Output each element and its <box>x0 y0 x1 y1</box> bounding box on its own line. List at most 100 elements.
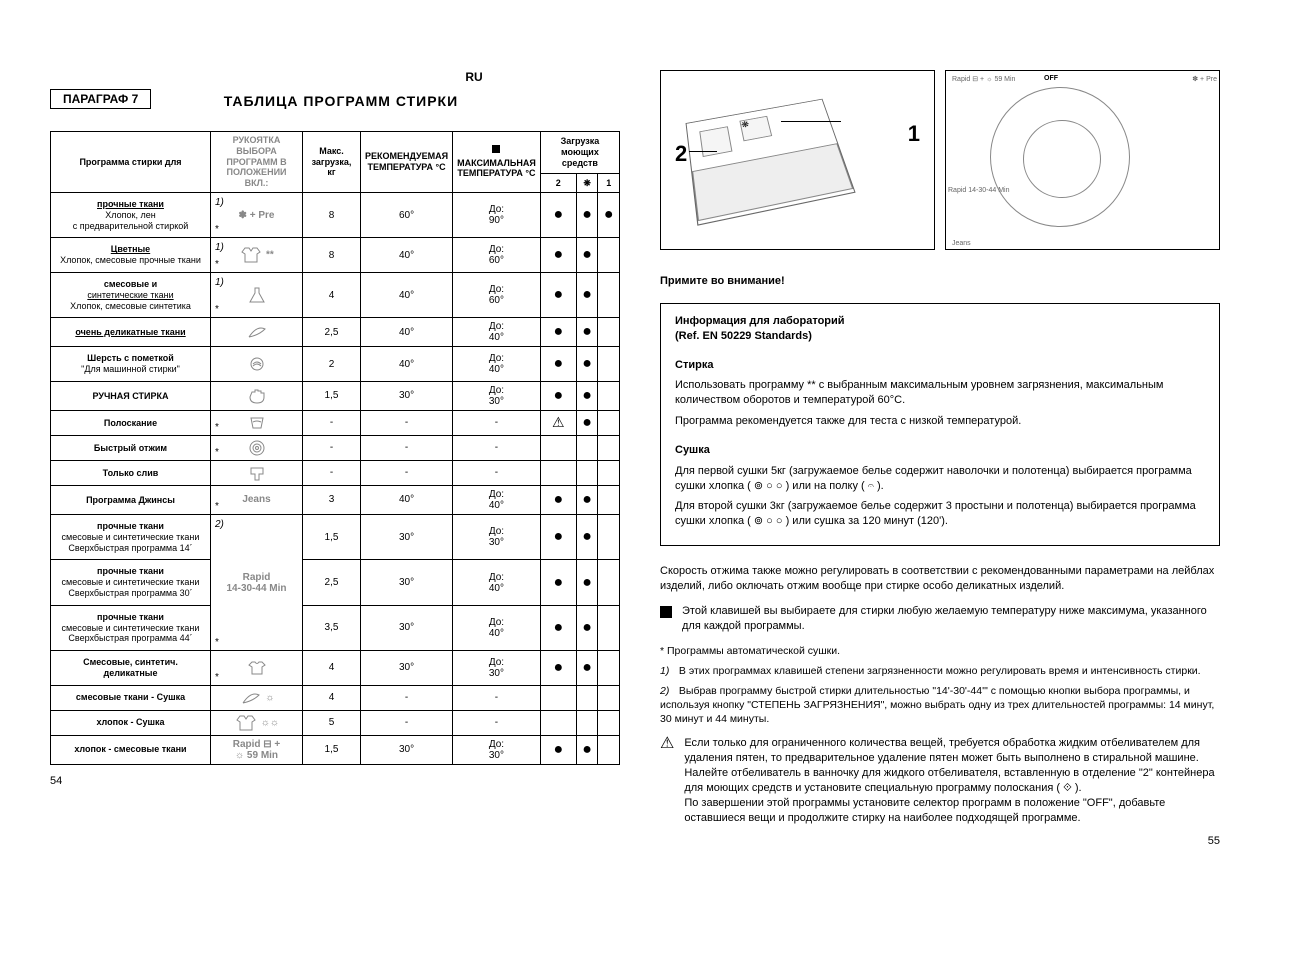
load: - <box>303 460 361 485</box>
det-1 <box>598 514 620 559</box>
rec-temp: 30° <box>361 381 453 410</box>
max-temp: - <box>453 710 541 735</box>
rec-temp: 40° <box>361 347 453 382</box>
det-softener: ● <box>576 318 598 347</box>
spin-note: Скорость отжима также можно регулировать… <box>660 564 1220 594</box>
rec-temp: 30° <box>361 514 453 559</box>
max-temp: - <box>453 685 541 710</box>
flask-icon <box>245 290 269 301</box>
rinse-icon <box>245 418 269 429</box>
selector-position: ☼ <box>211 685 303 710</box>
max-temp: До: 40° <box>453 485 541 514</box>
det-2: ● <box>540 514 576 559</box>
dial-off: OFF <box>1044 75 1058 82</box>
box-ref: (Ref. EN 50229 Standards) <box>675 330 812 342</box>
max-temp: - <box>453 460 541 485</box>
rec-temp: 30° <box>361 735 453 764</box>
th-det-2: 2 <box>540 174 576 193</box>
program-name: Шерсть с пометкой"Для машинной стирки" <box>51 347 211 382</box>
det-1 <box>598 347 620 382</box>
table-row: Полоскание*---⚠● <box>51 410 620 435</box>
det-1: ● <box>598 192 620 237</box>
dial-rapid59: Rapid ⊟ + ☼ 59 Min <box>952 75 1015 83</box>
drawer-label-2: 2 <box>675 141 687 167</box>
spin-icon <box>245 443 269 454</box>
program-name: Быстрый отжим <box>51 435 211 460</box>
det-2: ● <box>540 347 576 382</box>
det-softener <box>576 685 598 710</box>
max-temp: До: 60° <box>453 238 541 273</box>
det-softener: ● <box>576 651 598 686</box>
max-temp: До: 60° <box>453 272 541 317</box>
det-2: ● <box>540 485 576 514</box>
left-page: RU ПАРАГРАФ 7 ТАБЛИЦА ПРОГРАММ СТИРКИ Пр… <box>50 70 620 847</box>
slot-2 <box>699 126 732 157</box>
load: 3 <box>303 485 361 514</box>
det-softener: ● <box>576 192 598 237</box>
lab-info-box: Информация для лабораторий (Ref. EN 5022… <box>660 303 1220 546</box>
th-selector: РУКОЯТКА ВЫБОРА ПРОГРАММ В ПОЛОЖЕНИИ ВКЛ… <box>211 132 303 193</box>
wash-text-2: Программа рекомендуется также для теста … <box>675 414 1205 429</box>
max-temp: До: 30° <box>453 381 541 410</box>
program-name: Программа Джинсы <box>51 485 211 514</box>
det-softener <box>576 710 598 735</box>
table-row: Программа Джинсы Jeans*340°До: 40°●● <box>51 485 620 514</box>
load: 4 <box>303 685 361 710</box>
selector-position: * <box>211 410 303 435</box>
det-2: ● <box>540 318 576 347</box>
det-2: ● <box>540 381 576 410</box>
det-2: ⚠ <box>540 410 576 435</box>
table-row: Смесовые, синтетич. деликатные*430°До: 3… <box>51 651 620 686</box>
det-1 <box>598 381 620 410</box>
table-row: хлопок - Сушка ☼☼5-- <box>51 710 620 735</box>
tshirt-icon <box>245 663 269 674</box>
rec-temp: 40° <box>361 485 453 514</box>
max-temp: - <box>453 410 541 435</box>
det-softener <box>576 435 598 460</box>
selector-position: Rapid ⊟ + ☼ 59 Min <box>211 735 303 764</box>
det-softener <box>576 460 598 485</box>
dial-jeans: Jeans <box>952 240 971 247</box>
selector-position: 1) ✽ + Pre* <box>211 192 303 237</box>
det-2: ● <box>540 735 576 764</box>
det-2: ● <box>540 605 576 650</box>
det-1 <box>598 710 620 735</box>
det-1 <box>598 435 620 460</box>
dry-text-1: Для первой сушки 5кг (загружаемое белье … <box>675 464 1205 494</box>
rec-temp: - <box>361 460 453 485</box>
table-row: прочные тканиХлопок, ленс предварительно… <box>51 192 620 237</box>
load: 4 <box>303 272 361 317</box>
max-temp: До: 40° <box>453 605 541 650</box>
th-program: Программа стирки для <box>51 132 211 193</box>
wash-text-1: Использовать программу ** с выбранным ма… <box>675 378 1205 408</box>
selector-position: * <box>211 435 303 460</box>
dial-pre: ✽ + Pre <box>1192 75 1217 83</box>
max-temp: До: 30° <box>453 651 541 686</box>
rec-temp: - <box>361 710 453 735</box>
selector-position: 1) *** <box>211 238 303 273</box>
load: 3,5 <box>303 605 361 650</box>
table-row: Только слив--- <box>51 460 620 485</box>
load: 8 <box>303 238 361 273</box>
page-number-left: 54 <box>50 775 620 787</box>
det-softener: ● <box>576 410 598 435</box>
det-softener: ● <box>576 485 598 514</box>
det-2 <box>540 435 576 460</box>
program-name: Смесовые, синтетич. деликатные <box>51 651 211 686</box>
table-row: прочные тканисмесовые и синтетические тк… <box>51 560 620 605</box>
drain-icon <box>245 468 269 479</box>
load: 8 <box>303 192 361 237</box>
box-title: Информация для лабораторий <box>675 315 845 327</box>
table-row: прочные тканисмесовые и синтетические тк… <box>51 514 620 559</box>
black-square-icon <box>660 606 672 618</box>
det-softener: ● <box>576 272 598 317</box>
table-row: смесовые исинтетические тканиХлопок, сме… <box>51 272 620 317</box>
load: - <box>303 435 361 460</box>
selector-position <box>211 381 303 410</box>
rec-temp: - <box>361 410 453 435</box>
load: 1,5 <box>303 735 361 764</box>
det-1 <box>598 318 620 347</box>
det-1 <box>598 651 620 686</box>
det-1 <box>598 238 620 273</box>
selector-position <box>211 460 303 485</box>
